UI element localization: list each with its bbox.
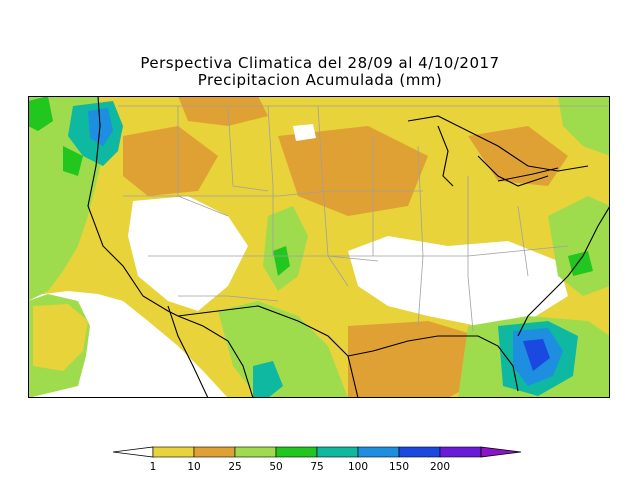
nw-green-small: [28, 96, 53, 131]
state-boundaries: [118, 105, 608, 332]
legend-ticks: 1 10 25 50 75 100 150 200: [150, 461, 450, 473]
legend-tick-200: 200: [430, 461, 450, 473]
legend-tick-1: 1: [150, 461, 157, 473]
east-coast-green: [548, 196, 610, 296]
nw-blue-area: [88, 108, 113, 146]
legend-tick-75: 75: [310, 461, 323, 473]
northeast-green: [558, 96, 610, 156]
legend-swatch-200: [439, 446, 482, 458]
map-frame: [28, 96, 610, 398]
pacific-yellow-blob: [33, 304, 88, 371]
legend-tick-50: 50: [269, 461, 282, 473]
gulf-orange-area: [348, 321, 498, 398]
map-title: Perspectiva Climatica del 28/09 al 4/10/…: [140, 54, 500, 72]
nw-green-mid: [63, 146, 83, 176]
legend-swatch-150: [398, 446, 441, 458]
legend-swatch-50: [275, 446, 318, 458]
north-orange-area: [178, 96, 268, 126]
legend-tick-10: 10: [187, 461, 200, 473]
precipitation-map: [28, 96, 610, 398]
map-subtitle: Precipitacion Acumulada (mm): [197, 71, 443, 89]
mexico-teal-area: [253, 361, 283, 398]
legend-swatch-75: [316, 446, 359, 458]
rockies-green-core: [273, 246, 290, 276]
mexico-green-area: [218, 301, 348, 398]
atlantic-darkblue-area: [523, 339, 550, 371]
legend-swatch-25: [234, 446, 277, 458]
color-legend: 1 10 25 50 75 100 150 200: [112, 446, 522, 473]
coastlines: [87, 96, 610, 398]
legend-tick-25: 25: [228, 461, 241, 473]
central-orange-area: [278, 126, 428, 216]
west-orange-area: [123, 126, 218, 196]
legend-high-arrow: [480, 446, 522, 458]
legend-swatch-10: [193, 446, 236, 458]
legend-tick-150: 150: [389, 461, 409, 473]
legend-tick-100: 100: [348, 461, 368, 473]
southwest-dry-area: [128, 196, 248, 311]
east-coast-green-core: [568, 251, 593, 276]
legend-bar: [112, 446, 522, 458]
north-dry-patch: [293, 124, 316, 141]
southeast-dry-area: [348, 236, 568, 326]
legend-low-arrow: [112, 446, 154, 458]
legend-swatch-100: [357, 446, 400, 458]
legend-swatch-1: [152, 446, 195, 458]
